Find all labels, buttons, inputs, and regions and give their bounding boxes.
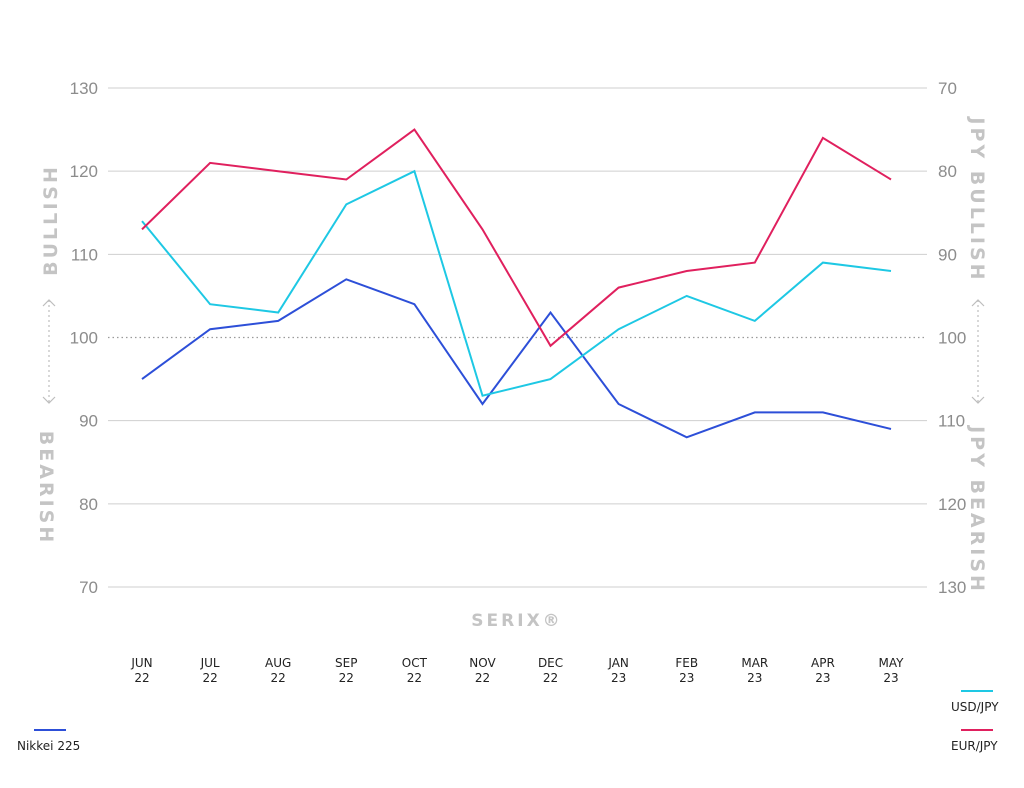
right-tick-label: 80 bbox=[938, 162, 957, 181]
right-tick-label: 100 bbox=[938, 329, 966, 348]
legend-nikkei: Nikkei 225 bbox=[17, 729, 80, 753]
right-tick-label: 130 bbox=[938, 578, 966, 597]
series-line-nikkei-225 bbox=[141, 278, 892, 439]
brand-label: SERIX® bbox=[471, 611, 562, 631]
right-tick-label: 110 bbox=[938, 412, 965, 431]
left-axis-ticks: 130 120 110 100 90 80 70 bbox=[70, 79, 98, 597]
x-tick-label: MAY 23 bbox=[879, 656, 905, 685]
legend-nikkei-label: Nikkei 225 bbox=[17, 739, 81, 753]
left-tick-label: 110 bbox=[71, 245, 98, 264]
x-tick-label: SEP 22 bbox=[335, 656, 357, 685]
x-tick-label: JUN 22 bbox=[130, 656, 152, 685]
right-tick-label: 90 bbox=[938, 245, 957, 264]
legend-nikkei-swatch bbox=[34, 729, 66, 731]
left-bearish-label: BEARISH bbox=[35, 431, 57, 545]
legend-usdjpy-swatch bbox=[961, 690, 993, 692]
legend-usdjpy-label: USD/JPY bbox=[951, 700, 999, 714]
grid bbox=[108, 87, 927, 588]
x-tick-label: OCT 22 bbox=[402, 656, 428, 685]
x-tick-label: DEC 22 bbox=[538, 656, 563, 685]
legend-usdjpy: USD/JPY bbox=[951, 690, 999, 714]
right-arrow-icon bbox=[971, 299, 985, 404]
x-axis-ticks: JUN 22 JUL 22 AUG 22 SEP 22 OCT 22 NOV 22 DEC 22 JAN 23… bbox=[130, 656, 904, 685]
left-tick-label: 80 bbox=[79, 495, 98, 514]
series-lines bbox=[141, 128, 892, 439]
right-axis-ticks: 70 80 90 100 110 120 130 bbox=[938, 79, 966, 597]
left-arrow-icon bbox=[42, 299, 56, 404]
left-tick-label: 100 bbox=[70, 329, 98, 348]
left-bullish-label: BULLISH bbox=[40, 164, 62, 276]
left-tick-label: 130 bbox=[70, 79, 98, 98]
series-line-usd-jpy bbox=[141, 169, 892, 397]
x-tick-label: JAN 23 bbox=[607, 656, 629, 685]
left-tick-label: 120 bbox=[70, 162, 98, 181]
legend-eurjpy: EUR/JPY bbox=[951, 729, 998, 753]
x-tick-label: JUL 22 bbox=[200, 656, 220, 685]
x-tick-label: AUG 22 bbox=[265, 656, 291, 685]
x-tick-label: NOV 22 bbox=[469, 656, 496, 685]
legend-eurjpy-label: EUR/JPY bbox=[951, 739, 998, 753]
left-tick-label: 90 bbox=[79, 412, 98, 431]
right-tick-label: 120 bbox=[938, 495, 966, 514]
x-tick-label: MAR 23 bbox=[741, 656, 768, 685]
right-tick-label: 70 bbox=[938, 79, 957, 98]
legend-eurjpy-swatch bbox=[961, 729, 993, 731]
x-tick-label: APR 23 bbox=[811, 656, 835, 685]
series-line-eur-jpy bbox=[141, 128, 892, 348]
left-tick-label: 70 bbox=[79, 578, 98, 597]
right-bullish-label: JPY BULLISH bbox=[966, 115, 988, 282]
right-bearish-label: JPY BEARISH bbox=[966, 424, 988, 594]
x-tick-label: FEB 23 bbox=[675, 656, 698, 685]
